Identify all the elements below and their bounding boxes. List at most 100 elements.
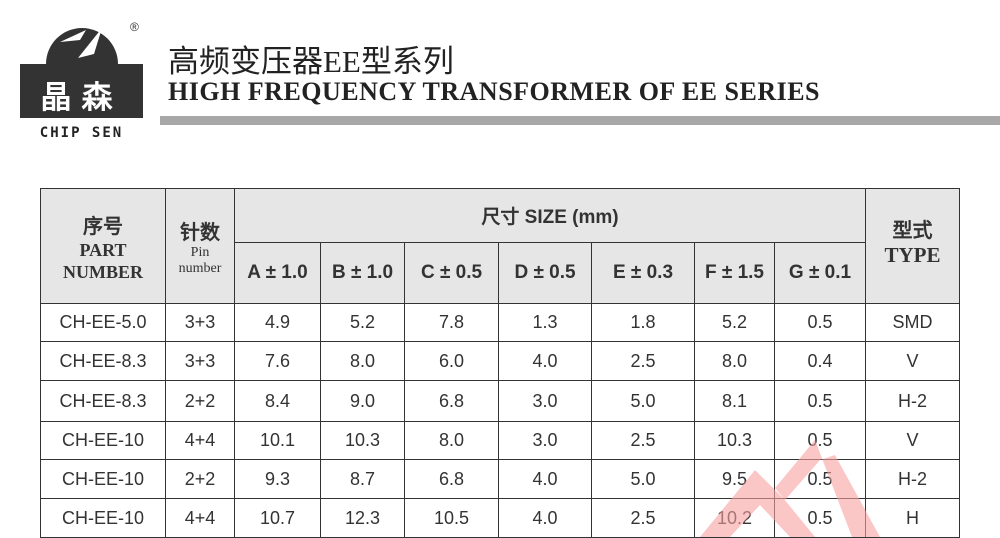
table-cell: 3+3 — [165, 303, 235, 342]
header-dim-0: A ± 1.0 — [234, 242, 321, 304]
table-cell: 6.8 — [404, 380, 499, 422]
cell-value: 8.0 — [721, 350, 748, 371]
table-cell: CH-EE-8.3 — [40, 380, 166, 422]
table-cell: CH-EE-10 — [40, 459, 166, 499]
table-cell: 4.0 — [498, 459, 592, 499]
cell-value: 3.0 — [532, 430, 558, 450]
cell-value: 0.4 — [807, 350, 833, 371]
table-cell: CH-EE-8.3 — [40, 341, 166, 381]
table-cell: 10.7 — [234, 498, 321, 538]
pin-cn: 针数 — [180, 221, 220, 244]
table-cell: 8.7 — [320, 459, 405, 499]
cell-value: 3+3 — [184, 312, 216, 332]
dim-label: C ± 0.5 — [420, 262, 483, 283]
cell-value: V — [906, 350, 919, 371]
cell-value: 8.1 — [721, 390, 748, 411]
dim-label: E ± 0.3 — [612, 262, 674, 283]
header-dim-3: D ± 0.5 — [498, 242, 592, 304]
table-cell: V — [865, 341, 960, 381]
table-cell: CH-EE-10 — [40, 421, 166, 460]
cell-value: 8.4 — [264, 390, 291, 411]
cell-value: CH-EE-8.3 — [59, 350, 147, 371]
cell-value: 5.0 — [630, 390, 656, 411]
table-cell: V — [865, 421, 960, 460]
cell-value: 9.5 — [721, 468, 748, 489]
cell-value: 10.3 — [344, 430, 381, 450]
table-cell: 8.0 — [694, 341, 775, 381]
table-cell: 2+2 — [165, 380, 235, 422]
cell-value: 10.3 — [716, 430, 753, 450]
cell-value: 3.0 — [532, 390, 558, 411]
table-cell: 10.2 — [694, 498, 775, 538]
header-dim-2: C ± 0.5 — [404, 242, 499, 304]
table-cell: 9.5 — [694, 459, 775, 499]
table-cell: 3.0 — [498, 421, 592, 460]
cell-value: 0.5 — [807, 390, 833, 411]
table-cell: 12.3 — [320, 498, 405, 538]
table-cell: 8.1 — [694, 380, 775, 422]
table-cell: 4+4 — [165, 421, 235, 460]
cell-value: 5.2 — [349, 312, 376, 332]
cell-value: 9.0 — [349, 390, 376, 411]
table-cell: 9.3 — [234, 459, 321, 499]
cell-value: 7.6 — [264, 350, 291, 371]
header-dim-4: E ± 0.3 — [591, 242, 695, 304]
header-size: 尺寸 SIZE (mm) — [234, 188, 866, 243]
table-cell: 8.0 — [320, 341, 405, 381]
cell-value: 0.5 — [807, 507, 833, 528]
cell-value: 2.5 — [630, 430, 656, 450]
header-divider — [160, 116, 1000, 125]
table-cell: 3.0 — [498, 380, 592, 422]
cell-value: 3+3 — [184, 350, 216, 371]
table-cell: 10.3 — [320, 421, 405, 460]
header-part-number: 序号 PART NUMBER — [40, 188, 166, 304]
table-cell: CH-EE-10 — [40, 498, 166, 538]
table-cell: 1.8 — [591, 303, 695, 342]
cell-value: 8.0 — [349, 350, 376, 371]
table-cell: 0.5 — [774, 421, 866, 460]
table-cell: 2.5 — [591, 498, 695, 538]
logo-emblem-icon — [46, 28, 118, 64]
cell-value: 6.0 — [438, 350, 465, 371]
cell-value: 7.8 — [438, 312, 465, 332]
header-type: 型式 TYPE — [865, 188, 960, 304]
table-cell: H — [865, 498, 960, 538]
cell-value: 4.0 — [532, 507, 558, 528]
table-cell: H-2 — [865, 380, 960, 422]
table-cell: 2.5 — [591, 341, 695, 381]
table-cell: 4+4 — [165, 498, 235, 538]
cell-value: 10.5 — [433, 507, 470, 528]
dim-label: B ± 1.0 — [331, 262, 394, 283]
header-pin-number: 针数 Pin number — [165, 188, 235, 304]
cell-value: 2+2 — [184, 390, 216, 411]
cell-value: 4+4 — [184, 507, 216, 528]
size-label: 尺寸 SIZE (mm) — [481, 207, 619, 228]
cell-value: CH-EE-10 — [61, 468, 145, 489]
table-cell: 8.0 — [404, 421, 499, 460]
cell-value: 9.3 — [264, 468, 291, 489]
cell-value: 10.7 — [259, 507, 296, 528]
logo-box — [20, 64, 143, 118]
dim-label: F ± 1.5 — [704, 262, 764, 283]
table-cell: 8.4 — [234, 380, 321, 422]
table-cell: 0.5 — [774, 380, 866, 422]
cell-value: 4.0 — [532, 350, 558, 371]
cell-value: 12.3 — [344, 507, 381, 528]
cell-value: 10.2 — [716, 507, 753, 528]
cell-value: 2.5 — [630, 350, 656, 371]
table-cell: CH-EE-5.0 — [40, 303, 166, 342]
table-cell: 0.5 — [774, 459, 866, 499]
table-cell: 0.4 — [774, 341, 866, 381]
table-cell: 6.0 — [404, 341, 499, 381]
cell-value: V — [906, 430, 919, 450]
header-dim-6: G ± 0.1 — [774, 242, 866, 304]
cell-value: 4.9 — [264, 312, 291, 332]
table-cell: SMD — [865, 303, 960, 342]
table-cell: 4.9 — [234, 303, 321, 342]
table-cell: 3+3 — [165, 341, 235, 381]
dim-label: G ± 0.1 — [788, 262, 852, 283]
cell-value: 6.8 — [438, 468, 465, 489]
table-cell: 6.8 — [404, 459, 499, 499]
cell-value: 0.5 — [807, 430, 833, 450]
table-cell: 0.5 — [774, 303, 866, 342]
